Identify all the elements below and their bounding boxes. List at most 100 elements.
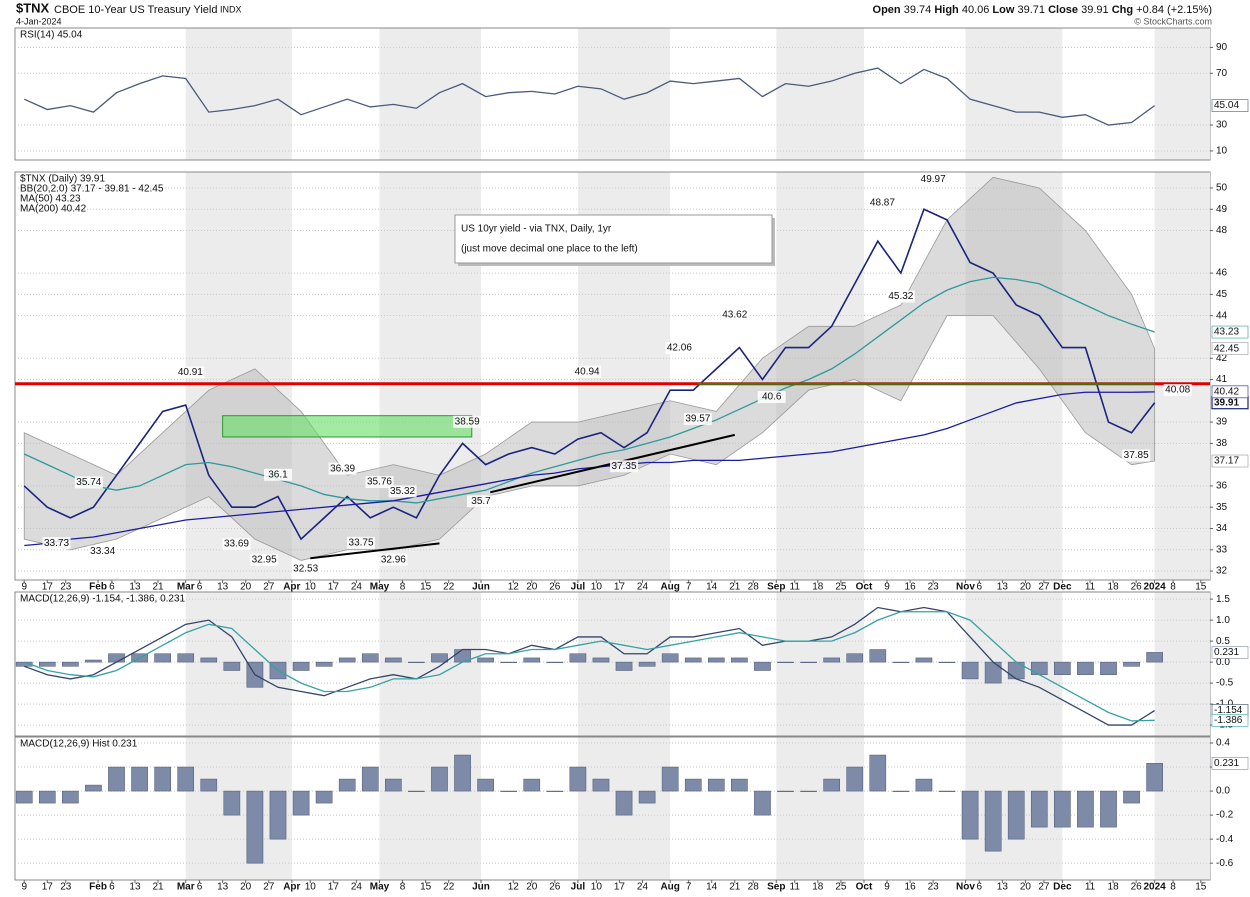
histogram-bar: [292, 790, 310, 816]
x-tick-label: Dec: [1053, 582, 1072, 593]
point-label-bg: [250, 553, 279, 566]
x-tick-label: 7: [686, 582, 692, 593]
point-label-bg: [347, 536, 376, 549]
x-tick-label: May: [370, 582, 390, 593]
x-tick-label: Feb: [89, 582, 107, 593]
x-tick-label: 10: [305, 882, 317, 893]
histogram-bar: [638, 790, 656, 804]
close: 39.91: [1081, 4, 1109, 16]
y-tick-label: 48: [1216, 225, 1228, 236]
histogram-bar: [338, 778, 356, 792]
x-tick-label: Jul: [571, 882, 586, 893]
histogram-bar: [408, 661, 425, 663]
histogram-bar: [223, 790, 241, 816]
histogram-bar: [823, 657, 840, 663]
histogram-bar: [615, 661, 633, 671]
y-tick-label: 50: [1216, 183, 1228, 194]
last-value: 45.04: [1214, 100, 1239, 111]
histogram-bar: [1030, 661, 1048, 675]
histogram-bar: [385, 657, 402, 663]
x-tick-label: 9: [21, 882, 27, 893]
close-label: Close: [1048, 4, 1078, 16]
open: 39.74: [904, 4, 932, 16]
x-tick-label: 17: [614, 582, 626, 593]
x-tick-label: Feb: [89, 882, 107, 893]
x-tick-label: 11: [790, 582, 801, 593]
x-tick-label: 17: [42, 882, 54, 893]
y-tick-label: -0.2: [1216, 810, 1234, 821]
y-tick-label: 41: [1216, 374, 1228, 385]
x-tick-label: 27: [263, 882, 275, 893]
y-tick-label: -0.5: [1216, 678, 1234, 689]
series-line: [24, 391, 1155, 547]
last-value: 42.45: [1214, 343, 1239, 354]
y-tick-label: 38: [1216, 438, 1228, 449]
exchange: INDX: [220, 4, 242, 14]
histogram-bar: [915, 778, 933, 792]
histogram-bar: [938, 790, 956, 792]
histogram-bar: [638, 661, 656, 667]
month-shade: [1154, 737, 1210, 880]
point-label-bg: [176, 366, 205, 379]
month-shade: [1154, 172, 1210, 580]
x-tick-label: 6: [977, 882, 983, 893]
histogram-bar: [315, 790, 333, 804]
x-tick-label: 13: [129, 582, 141, 593]
x-tick-label: 26: [1131, 882, 1143, 893]
histogram-bar: [385, 778, 402, 792]
x-tick-label: 26: [549, 582, 561, 593]
last-value: 0.231: [1214, 647, 1239, 658]
highlight-zone: [222, 415, 473, 438]
y-tick-label: 0.0: [1216, 786, 1230, 797]
x-tick-label: Mar: [177, 882, 195, 893]
open-label: Open: [873, 4, 901, 16]
histogram-bar: [731, 657, 748, 663]
x-tick-label: Nov: [956, 882, 975, 893]
histogram-bar: [1054, 661, 1071, 675]
y-tick-label: -0.6: [1216, 858, 1234, 869]
histogram-bar: [154, 653, 171, 663]
point-label: 40.6: [762, 392, 782, 403]
x-tick-label: 16: [905, 582, 917, 593]
point-label-bg: [42, 537, 71, 550]
histogram-bar: [523, 657, 541, 663]
y-tick-label: 10: [1216, 146, 1228, 157]
histogram-bar: [500, 790, 518, 792]
histogram-bar: [338, 657, 356, 663]
point-label: 49.97: [921, 174, 946, 185]
histogram-bar: [1100, 790, 1117, 828]
x-tick-label: 20: [1020, 582, 1032, 593]
month-shade: [1154, 592, 1210, 736]
histogram-bar: [246, 790, 264, 864]
last-value-box: [1211, 99, 1249, 112]
x-tick-label: 11: [1085, 882, 1096, 893]
histogram-bar: [1123, 790, 1140, 804]
histogram-bar: [408, 790, 425, 792]
legend-entry: BB(20,2.0) 37.17 - 39.81 - 42.45: [20, 184, 164, 195]
x-tick-label: Apr: [283, 582, 300, 593]
point-label-bg: [868, 197, 897, 210]
y-tick-label: 36: [1216, 481, 1228, 492]
histogram-bar: [961, 661, 979, 680]
annotation-box: [454, 214, 773, 264]
last-value: 37.17: [1214, 456, 1239, 467]
histogram-bar: [431, 653, 448, 663]
x-tick-label: 20: [526, 582, 538, 593]
point-label-bg: [467, 495, 496, 508]
x-tick-label: Jul: [571, 582, 586, 593]
histogram-bar: [62, 790, 79, 804]
x-tick-label: 18: [1108, 582, 1120, 593]
point-label-bg: [365, 476, 394, 489]
x-tick-label: Oct: [856, 882, 873, 893]
x-tick-label: 23: [60, 582, 72, 593]
histogram-bar: [754, 661, 771, 671]
point-label: 40.94: [575, 366, 600, 377]
x-tick-label: 23: [928, 882, 940, 893]
x-tick-label: 21: [152, 582, 164, 593]
histogram-bar: [546, 661, 564, 663]
histogram-bar: [1146, 652, 1163, 663]
histogram-bar: [454, 754, 471, 792]
x-tick-label: 13: [997, 882, 1009, 893]
x-tick-label: 15: [420, 882, 432, 893]
date: 4-Jan-2024: [16, 16, 62, 26]
